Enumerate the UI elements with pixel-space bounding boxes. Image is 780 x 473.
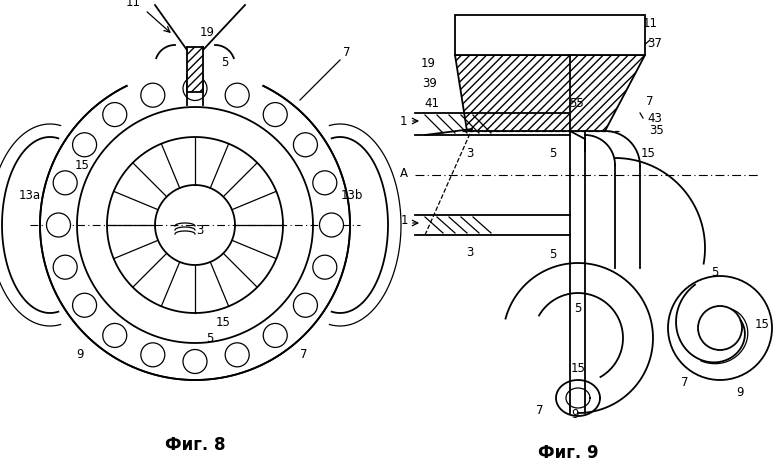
Text: 5: 5 <box>574 301 582 315</box>
Text: 9: 9 <box>571 409 579 421</box>
Circle shape <box>293 133 317 157</box>
Text: 43: 43 <box>647 112 662 124</box>
Text: 9: 9 <box>736 386 744 400</box>
Text: 11: 11 <box>643 17 658 29</box>
Text: 3: 3 <box>197 224 204 236</box>
Text: 15: 15 <box>640 147 655 159</box>
Circle shape <box>141 83 165 107</box>
Circle shape <box>183 350 207 374</box>
Text: 37: 37 <box>647 36 662 50</box>
Text: A: A <box>400 166 408 179</box>
Circle shape <box>47 213 70 237</box>
Circle shape <box>263 324 287 348</box>
Text: 11: 11 <box>126 0 140 9</box>
Circle shape <box>103 103 127 127</box>
Circle shape <box>320 213 343 237</box>
Circle shape <box>313 171 337 195</box>
Circle shape <box>698 306 742 350</box>
Text: 15: 15 <box>754 318 769 332</box>
Text: 19: 19 <box>420 56 435 70</box>
Circle shape <box>263 103 287 127</box>
Text: 5: 5 <box>711 266 718 280</box>
Circle shape <box>73 133 97 157</box>
Text: 13a: 13a <box>19 189 41 201</box>
Text: 9: 9 <box>76 349 83 361</box>
Text: 7: 7 <box>537 404 544 418</box>
Text: 7: 7 <box>300 349 307 361</box>
Text: 5: 5 <box>549 248 557 262</box>
Circle shape <box>53 171 77 195</box>
Text: 5: 5 <box>222 55 229 69</box>
Text: 15: 15 <box>570 361 586 375</box>
Text: 19: 19 <box>200 26 215 38</box>
Text: 3: 3 <box>466 246 473 260</box>
Text: 35: 35 <box>650 123 665 137</box>
Text: 39: 39 <box>423 77 438 89</box>
Text: 15: 15 <box>215 316 230 330</box>
Circle shape <box>225 83 249 107</box>
Circle shape <box>293 293 317 317</box>
Circle shape <box>313 255 337 279</box>
Text: 5: 5 <box>549 147 557 159</box>
Text: 55: 55 <box>569 96 584 110</box>
Circle shape <box>53 255 77 279</box>
Circle shape <box>141 343 165 367</box>
Circle shape <box>668 276 772 380</box>
Text: 41: 41 <box>424 96 439 110</box>
Circle shape <box>103 324 127 348</box>
Text: 7: 7 <box>647 95 654 107</box>
Text: 7: 7 <box>343 45 351 59</box>
Polygon shape <box>455 55 645 131</box>
Text: 3: 3 <box>466 147 473 159</box>
Text: 1: 1 <box>399 114 407 128</box>
Circle shape <box>73 293 97 317</box>
Circle shape <box>225 343 249 367</box>
Circle shape <box>183 77 207 100</box>
Text: 7: 7 <box>681 377 689 389</box>
Text: 13b: 13b <box>341 189 363 201</box>
Text: Фиг. 8: Фиг. 8 <box>165 436 225 454</box>
Bar <box>187 47 203 92</box>
Text: 5: 5 <box>207 332 214 344</box>
Bar <box>455 15 645 55</box>
Text: 15: 15 <box>75 158 90 172</box>
Text: 1: 1 <box>400 213 408 227</box>
Text: Фиг. 9: Фиг. 9 <box>537 444 598 462</box>
